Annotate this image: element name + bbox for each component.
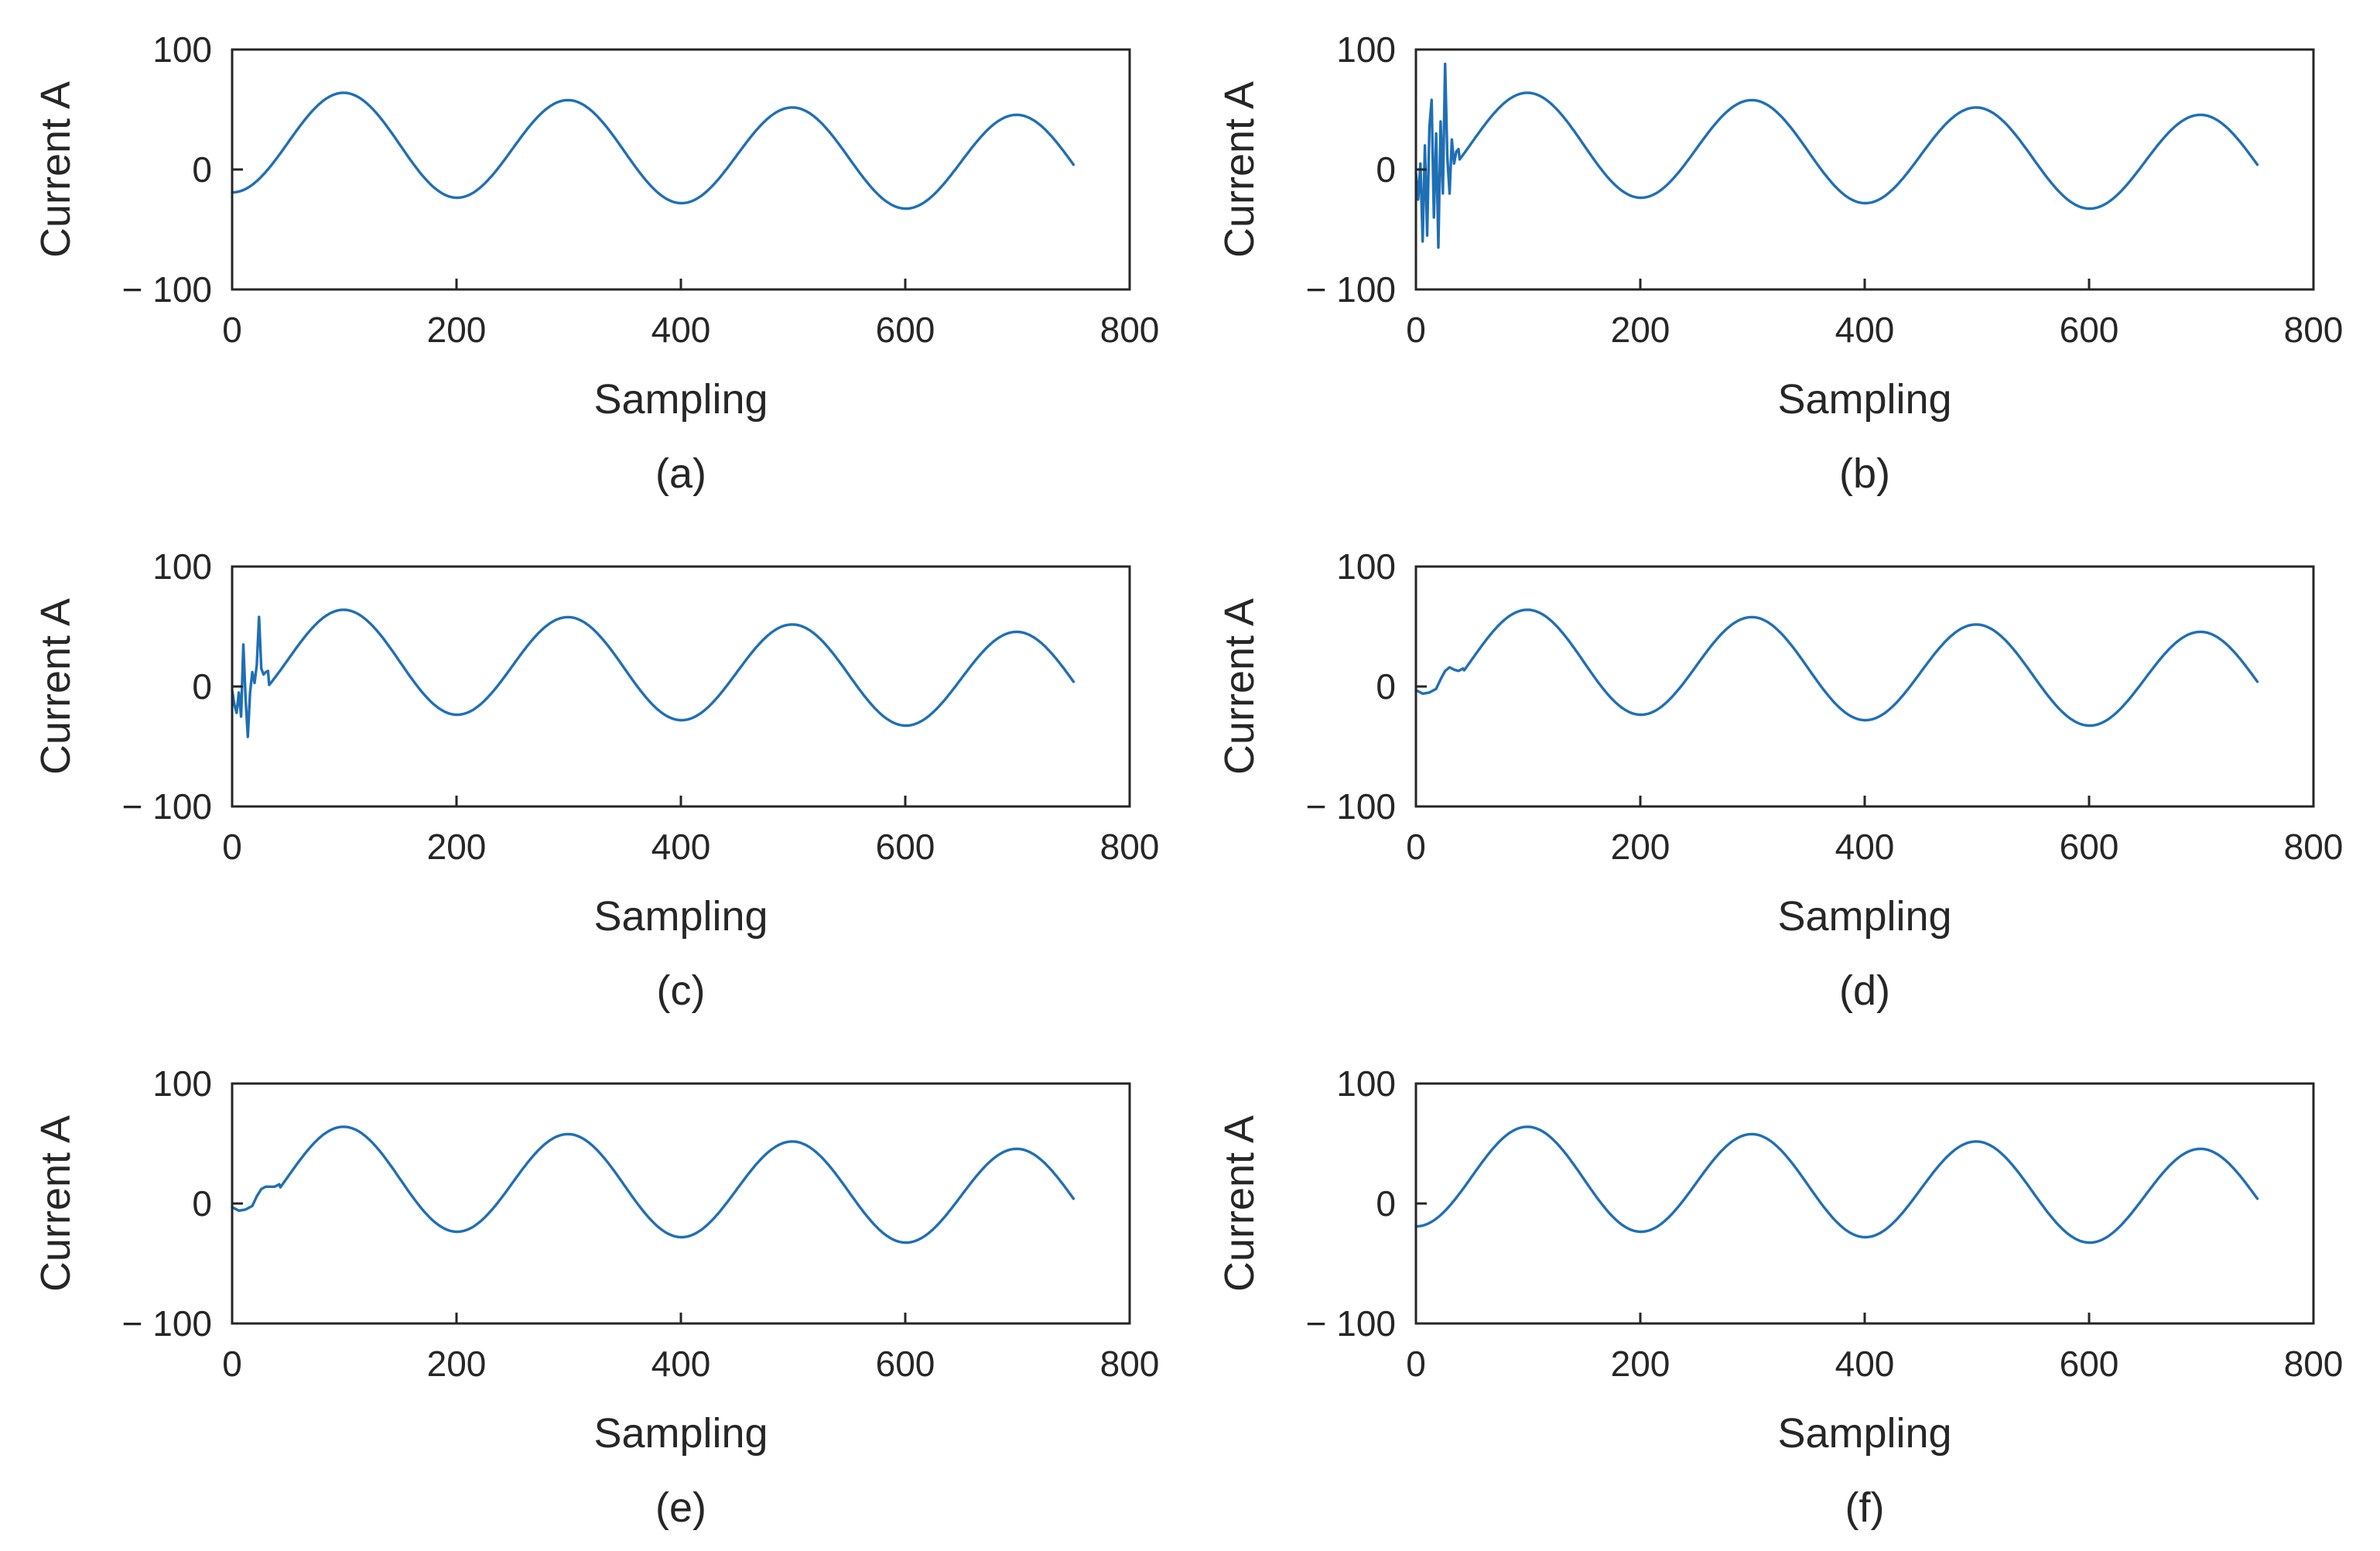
panel-caption: (b)	[1839, 450, 1890, 497]
x-tick-label: 800	[2284, 310, 2344, 350]
panel-caption: (a)	[655, 450, 706, 497]
x-axis-label: Sampling	[1777, 1410, 1951, 1457]
y-axis-label: Current A	[32, 81, 79, 258]
axes-frame	[231, 48, 1131, 291]
x-axis-label: Sampling	[593, 376, 768, 423]
y-axis-label: Current A	[1216, 1115, 1263, 1292]
x-axis-label: Sampling	[593, 1410, 768, 1457]
x-tick-label: 400	[651, 1344, 711, 1384]
current-series-line	[1414, 62, 2259, 249]
y-tick-label: − 100	[1306, 269, 1396, 310]
x-tick-label: 200	[1611, 310, 1670, 350]
y-tick-label: 0	[1376, 1183, 1396, 1224]
axes-frame	[231, 1082, 1131, 1325]
y-tick-label: − 100	[1306, 1303, 1396, 1344]
y-tick-label: 100	[1336, 29, 1396, 70]
x-tick-label: 400	[651, 827, 711, 867]
y-tick-label: 100	[152, 546, 212, 587]
x-tick-label: 600	[2060, 310, 2119, 350]
current-series-line	[231, 1125, 1075, 1245]
y-axis-label: Current A	[32, 1115, 79, 1292]
current-series-line	[231, 91, 1075, 211]
x-tick-label: 0	[222, 310, 242, 350]
x-axis-label: Sampling	[593, 893, 768, 940]
y-tick-label: 0	[1376, 149, 1396, 190]
x-tick-label: 600	[2060, 1344, 2119, 1384]
x-tick-label: 0	[222, 1344, 242, 1384]
x-tick-label: 200	[427, 310, 487, 350]
x-tick-label: 800	[2284, 827, 2344, 867]
x-tick-label: 400	[1835, 827, 1895, 867]
x-tick-label: 800	[1100, 1344, 1160, 1384]
panel-caption: (d)	[1839, 967, 1890, 1014]
x-axis-label: Sampling	[1777, 893, 1951, 940]
x-tick-label: 400	[1835, 310, 1895, 350]
x-axis-label: Sampling	[1777, 376, 1951, 423]
x-tick-label: 200	[427, 827, 487, 867]
y-tick-label: 100	[152, 1063, 212, 1104]
y-tick-label: 100	[1336, 546, 1396, 587]
axes-frame	[1414, 48, 2315, 291]
y-tick-label: − 100	[1306, 786, 1396, 827]
axes-frame	[1414, 565, 2315, 808]
axes-frame	[1414, 1082, 2315, 1325]
current-series-line	[1414, 608, 2259, 728]
x-tick-label: 800	[2284, 1344, 2344, 1384]
y-tick-label: 0	[192, 666, 212, 707]
axes-frame	[231, 565, 1131, 808]
x-tick-label: 200	[1611, 827, 1670, 867]
x-tick-label: 200	[1611, 1344, 1670, 1384]
panel-caption: (c)	[657, 967, 706, 1014]
y-tick-label: − 100	[122, 1303, 212, 1344]
x-tick-label: 600	[876, 1344, 935, 1384]
y-tick-label: − 100	[122, 269, 212, 310]
x-tick-label: 0	[1406, 827, 1426, 867]
y-tick-label: − 100	[122, 786, 212, 827]
y-tick-label: 100	[1336, 1063, 1396, 1104]
y-tick-label: 0	[192, 1183, 212, 1224]
x-tick-label: 0	[1406, 1344, 1426, 1384]
x-tick-label: 0	[222, 827, 242, 867]
x-tick-label: 400	[1835, 1344, 1895, 1384]
panel-caption: (f)	[1845, 1484, 1885, 1531]
current-series-line	[231, 608, 1075, 738]
y-axis-label: Current A	[1216, 598, 1263, 775]
y-axis-label: Current A	[32, 598, 79, 775]
x-tick-label: 800	[1100, 827, 1160, 867]
y-axis-label: Current A	[1216, 81, 1263, 258]
x-tick-label: 600	[876, 827, 935, 867]
x-tick-label: 600	[2060, 827, 2119, 867]
x-tick-label: 800	[1100, 310, 1160, 350]
y-tick-label: 0	[192, 149, 212, 190]
x-tick-label: 400	[651, 310, 711, 350]
y-tick-label: 0	[1376, 666, 1396, 707]
x-tick-label: 0	[1406, 310, 1426, 350]
y-tick-label: 100	[152, 29, 212, 70]
x-tick-label: 200	[427, 1344, 487, 1384]
current-series-line	[1414, 1125, 2259, 1245]
x-tick-label: 600	[876, 310, 935, 350]
panel-caption: (e)	[655, 1484, 706, 1531]
